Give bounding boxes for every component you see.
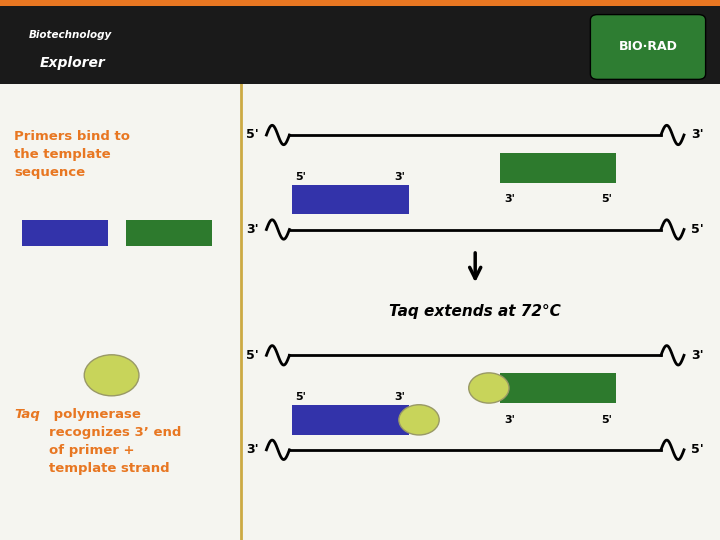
Text: 3': 3'	[691, 349, 704, 362]
Text: 3': 3'	[691, 129, 704, 141]
Bar	[500, 373, 616, 403]
Circle shape	[399, 405, 439, 435]
Text: 5': 5'	[691, 223, 704, 236]
Text: Taq extends at 72°C: Taq extends at 72°C	[390, 304, 561, 319]
Text: 3': 3'	[504, 194, 515, 205]
FancyBboxPatch shape	[590, 15, 706, 79]
Circle shape	[469, 373, 509, 403]
Text: 3': 3'	[395, 172, 405, 182]
Text: 5': 5'	[246, 129, 259, 141]
Bar	[126, 220, 212, 246]
Text: Biotechnology: Biotechnology	[29, 30, 112, 40]
Bar	[0, 0, 720, 6]
Bar	[292, 405, 409, 435]
Text: BIO·RAD: BIO·RAD	[618, 40, 678, 53]
Text: 5': 5'	[601, 194, 612, 205]
Circle shape	[84, 355, 139, 396]
Text: 5': 5'	[295, 172, 306, 182]
Text: 3': 3'	[395, 392, 405, 402]
Text: 5': 5'	[601, 415, 612, 425]
Text: 3': 3'	[246, 223, 259, 236]
Text: Primers anneal at 52°C: Primers anneal at 52°C	[376, 65, 575, 80]
Text: 3': 3'	[504, 415, 515, 425]
Text: 3': 3'	[246, 443, 259, 456]
Bar	[22, 220, 108, 246]
Text: polymerase
recognizes 3’ end
of primer +
template strand: polymerase recognizes 3’ end of primer +…	[49, 408, 181, 475]
Bar	[292, 185, 409, 214]
Bar	[500, 153, 616, 183]
Text: 5': 5'	[246, 349, 259, 362]
Text: 5': 5'	[295, 392, 306, 402]
Text: Taq: Taq	[14, 408, 40, 421]
Text: 5': 5'	[691, 443, 704, 456]
Text: Explorer: Explorer	[40, 56, 105, 70]
Bar	[0, 6, 720, 84]
Text: Primers bind to
the template
sequence: Primers bind to the template sequence	[14, 130, 130, 179]
